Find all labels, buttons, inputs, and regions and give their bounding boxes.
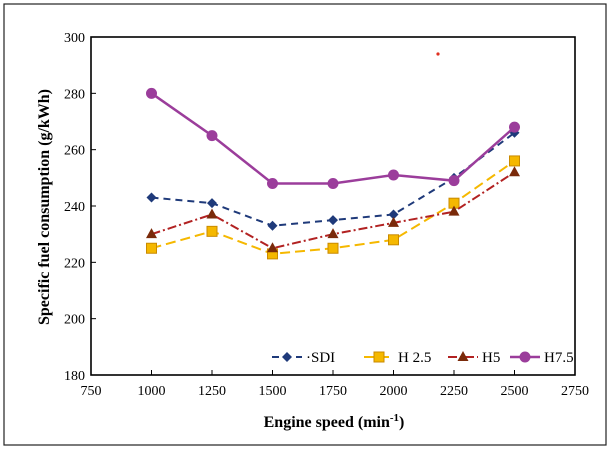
data-point-h5 <box>327 228 339 239</box>
series-h5 <box>146 166 520 253</box>
data-point-h5 <box>388 216 399 227</box>
x-tick-label: 2250 <box>440 384 468 399</box>
y-axis-title: Specific fuel consumption (g/kWh) <box>36 89 53 325</box>
series-layer <box>146 87 520 260</box>
legend-label-sdi: ·SDI <box>306 350 335 366</box>
x-axis-title-close: ) <box>399 414 404 431</box>
y-tick-label: 220 <box>64 256 85 271</box>
data-point-h7-5 <box>146 87 157 99</box>
legend-item-sdi: ·SDI <box>272 350 335 366</box>
data-point-h-2-5 <box>327 242 339 254</box>
data-point-h7-5 <box>448 175 460 187</box>
data-point-sdi <box>509 127 520 138</box>
data-point-h7-5 <box>267 177 278 189</box>
y-tick-label: 280 <box>64 87 85 102</box>
x-tick-label: 1000 <box>138 384 166 399</box>
y-tick-label: 240 <box>64 200 85 215</box>
x-tick-label: 750 <box>81 384 102 399</box>
data-point-h5 <box>267 242 278 253</box>
plot-area <box>90 36 576 376</box>
x-axis-title-main: Engine speed (min <box>264 414 390 431</box>
stray-dot <box>436 52 440 56</box>
x-tick-label: 2000 <box>380 384 408 399</box>
x-tick-label: 2500 <box>501 384 529 399</box>
x-axis-title: Engine speed (min-1) <box>264 412 405 431</box>
legend-marker-h7-5 <box>519 351 531 363</box>
x-tick-label: 1250 <box>198 384 226 399</box>
data-point-h5 <box>509 166 520 177</box>
legend-item-h5: H5 <box>448 350 500 366</box>
legend-label-h5: H5 <box>482 350 500 366</box>
data-point-sdi <box>328 215 338 226</box>
x-tick-label: 2750 <box>561 384 589 399</box>
legend-marker-h-2-5 <box>373 351 385 363</box>
series-h7-5 <box>146 87 520 189</box>
y-tick-label: 260 <box>64 144 85 159</box>
data-point-sdi <box>207 198 217 209</box>
data-point-sdi <box>146 192 157 203</box>
y-tick-label: 300 <box>64 31 85 46</box>
data-point-h7-5 <box>206 130 218 142</box>
legend-label-h7-5: H7.5 <box>544 350 574 366</box>
y-tick-label: 180 <box>64 369 85 384</box>
data-point-sdi <box>267 220 278 231</box>
data-point-h5 <box>146 228 157 239</box>
data-point-h7-5 <box>327 177 339 189</box>
x-tick-label: 1500 <box>259 384 287 399</box>
x-tick-label: 1750 <box>319 384 347 399</box>
data-point-h-2-5 <box>206 225 218 237</box>
legend-item-h7-5: H7.5 <box>510 350 574 366</box>
legend-label-h-2-5: H 2.5 <box>398 350 431 366</box>
series-h-2-5 <box>146 155 520 260</box>
y-tick-label: 200 <box>64 313 85 328</box>
x-axis-title-sup: -1 <box>390 412 399 424</box>
data-point-h5 <box>206 208 218 219</box>
data-point-sdi <box>388 209 399 220</box>
x-axis: 750 1000 1250 1500 1750 2000 2250 2500 2750 <box>81 370 589 399</box>
legend: ·SDI H 2.5 H5 H7.5 <box>272 350 574 366</box>
legend-marker-sdi <box>282 352 292 362</box>
data-point-h7-5 <box>509 121 520 133</box>
data-point-h5 <box>448 205 460 216</box>
y-axis: 180 200 220 240 260 280 300 <box>64 31 96 384</box>
data-point-h-2-5 <box>388 234 399 246</box>
data-point-h7-5 <box>388 169 399 181</box>
data-point-h-2-5 <box>146 242 157 254</box>
data-point-h-2-5 <box>509 155 520 167</box>
legend-item-h-2-5: H 2.5 <box>364 350 431 366</box>
legend-marker-h5 <box>457 351 469 361</box>
